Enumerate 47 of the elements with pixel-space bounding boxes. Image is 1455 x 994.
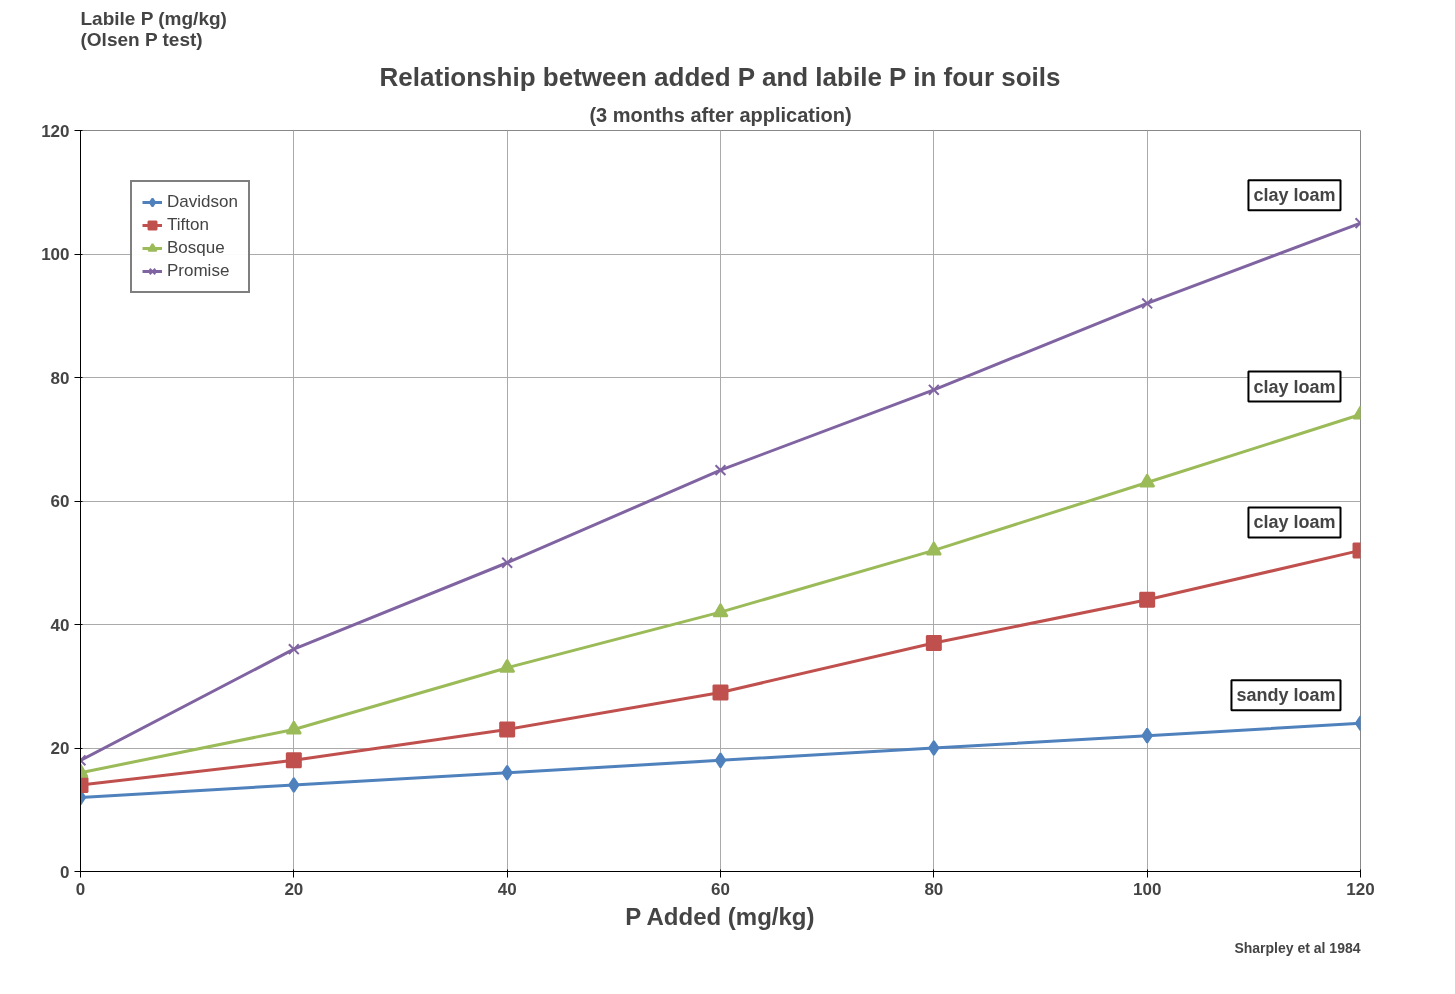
point <box>712 603 729 618</box>
point <box>285 752 302 769</box>
y-axis-title: Labile P (mg/kg) (Olsen P test) <box>80 7 227 50</box>
y-tick-label: 60 <box>50 492 70 511</box>
x-axis-title: P Added (mg/kg) <box>625 902 815 930</box>
x-tick-label: 40 <box>497 879 517 899</box>
point <box>925 635 942 652</box>
y-tick-label: 100 <box>41 245 70 264</box>
chart-title: Relationship between added P and labile P in four soils <box>379 61 1061 92</box>
annotation: clay loam <box>1253 512 1336 533</box>
y-tick-label: 0 <box>60 862 70 882</box>
x-tick-label: 20 <box>284 879 304 899</box>
point <box>285 720 302 735</box>
x-tick-label: 80 <box>924 879 944 899</box>
y-tick-label: 120 <box>41 121 70 141</box>
point <box>288 777 300 794</box>
x-tick-label: 120 <box>1346 879 1375 899</box>
point <box>1141 297 1154 310</box>
point <box>1141 727 1153 744</box>
point <box>499 721 516 738</box>
y-tick-label: 20 <box>50 739 70 758</box>
point <box>501 556 514 569</box>
point <box>287 643 300 656</box>
point <box>927 383 940 396</box>
point <box>1139 473 1156 488</box>
text: Sharpley et al 1984 <box>1234 939 1361 956</box>
x-tick-label: 60 <box>711 879 730 899</box>
legend-label: Bosque <box>167 238 225 258</box>
point <box>714 464 727 477</box>
point <box>925 541 942 556</box>
point <box>712 684 729 701</box>
legend-label: Tifton <box>167 215 209 235</box>
x-tick-label: 100 <box>1132 879 1162 899</box>
legend-label: Davidson <box>167 192 238 212</box>
point <box>501 764 513 781</box>
annotation: clay loam <box>1253 185 1336 206</box>
chart-subtitle: (3 months after application) <box>589 103 852 126</box>
y-tick-label: 40 <box>50 615 70 635</box>
annotation: sandy loam <box>1236 685 1336 706</box>
point <box>928 740 940 756</box>
annotation: clay loam <box>1253 376 1336 397</box>
point <box>1139 591 1156 608</box>
point <box>714 752 727 769</box>
x-tick-label: 0 <box>75 879 86 899</box>
legend-label: Promise <box>167 261 230 281</box>
point <box>499 658 516 673</box>
y-tick-label: 80 <box>50 368 70 388</box>
